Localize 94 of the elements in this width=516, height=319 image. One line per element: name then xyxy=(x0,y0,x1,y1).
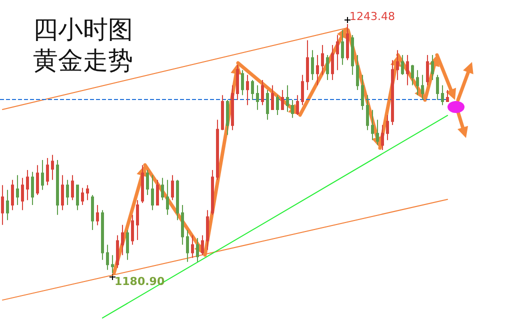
candlestick xyxy=(416,70,419,96)
candlestick xyxy=(106,244,109,270)
candlestick xyxy=(176,179,179,221)
candlestick xyxy=(206,210,209,250)
candlestick xyxy=(161,177,164,201)
candlestick xyxy=(201,234,204,256)
candlestick xyxy=(26,169,29,201)
candlestick xyxy=(301,74,304,106)
candlestick xyxy=(146,169,149,196)
candlestick xyxy=(141,164,144,204)
candlestick xyxy=(426,54,429,86)
candlestick xyxy=(261,80,264,106)
candlestick xyxy=(291,99,294,118)
candlestick xyxy=(271,84,274,110)
candlestick xyxy=(356,54,359,90)
candlestick xyxy=(71,174,74,201)
candlestick xyxy=(81,187,84,206)
candlestick xyxy=(131,214,134,246)
candlestick xyxy=(321,44,324,76)
candlestick xyxy=(156,179,159,206)
candlestick xyxy=(391,60,394,126)
candlestick xyxy=(231,84,234,131)
candlestick xyxy=(191,234,194,258)
annotation: 1180.90 xyxy=(114,275,165,288)
candlestick xyxy=(306,40,309,90)
candlestick xyxy=(311,50,314,81)
candlestick xyxy=(411,64,414,86)
candlestick xyxy=(86,184,89,201)
candlestick xyxy=(36,164,39,196)
candlestick xyxy=(441,84,444,106)
candlestick xyxy=(296,94,299,116)
candlestick xyxy=(41,160,44,190)
candlestick xyxy=(281,89,284,110)
candlestick xyxy=(216,119,219,180)
candlestick xyxy=(336,34,339,71)
candlestick xyxy=(436,74,439,100)
candlestick xyxy=(446,89,449,102)
candlestick xyxy=(326,54,329,81)
candlestick xyxy=(96,204,99,226)
candlestick xyxy=(226,99,229,136)
candlestick xyxy=(166,179,169,216)
candlestick xyxy=(11,179,14,211)
candlestick xyxy=(101,210,104,260)
candlestick xyxy=(116,234,119,268)
candlestick xyxy=(346,24,349,61)
text: 黄金走势 xyxy=(33,46,133,75)
candlestick xyxy=(91,194,94,231)
candlestick xyxy=(316,54,319,86)
candlestick xyxy=(111,254,114,274)
candlestick xyxy=(211,169,214,216)
candlestick xyxy=(196,237,199,262)
candlestick xyxy=(16,174,19,206)
candlestick xyxy=(6,189,9,221)
candlestick xyxy=(401,54,404,76)
candlestick xyxy=(221,94,224,131)
candlestick xyxy=(56,160,59,216)
candlestick xyxy=(386,114,389,141)
candlestick xyxy=(371,109,374,141)
chart-title: 四小时图 xyxy=(33,15,133,44)
candlestick xyxy=(351,34,354,76)
candlestick xyxy=(126,230,129,260)
candlestick xyxy=(66,179,69,206)
candlestick xyxy=(361,74,364,110)
candlestick xyxy=(51,154,54,180)
candlestick xyxy=(76,184,79,211)
text: 1243.48 xyxy=(350,10,395,23)
candlestick xyxy=(366,94,369,131)
candlestick xyxy=(251,80,254,100)
candlestick xyxy=(61,174,64,211)
candlestick xyxy=(381,124,384,151)
candlestick xyxy=(21,177,24,211)
candlestick xyxy=(181,204,184,246)
candlestick xyxy=(266,89,269,120)
candlestick xyxy=(136,200,139,240)
candlestick xyxy=(1,184,4,226)
candlestick xyxy=(241,70,244,96)
candlestick xyxy=(236,64,239,100)
candlestick xyxy=(151,174,154,211)
candlestick xyxy=(431,54,434,81)
candlestick xyxy=(396,50,399,81)
candlestick xyxy=(341,29,344,66)
candlestick xyxy=(286,84,289,112)
candlestick xyxy=(186,230,189,262)
candlestick xyxy=(171,174,174,201)
candlestick xyxy=(256,84,259,110)
candlestick xyxy=(421,74,424,100)
candlestick xyxy=(406,54,409,86)
candlestick xyxy=(31,171,34,206)
candlestick xyxy=(376,119,379,146)
candlestick xyxy=(246,74,249,106)
candlestick xyxy=(276,94,279,116)
candlestick xyxy=(46,158,49,186)
candlestick xyxy=(331,44,334,81)
candlestick xyxy=(121,224,124,256)
